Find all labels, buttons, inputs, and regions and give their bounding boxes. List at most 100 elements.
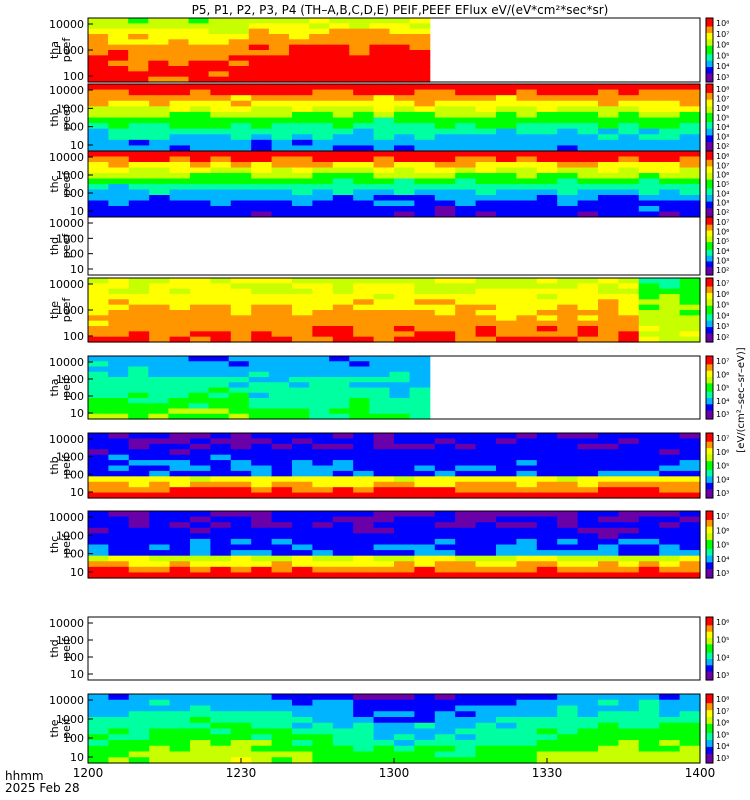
heatmap-cell: [516, 705, 538, 712]
heatmap-cell: [312, 481, 334, 488]
heatmap-cell: [679, 304, 701, 311]
heatmap-cell: [598, 481, 619, 488]
heatmap-cell: [128, 443, 150, 450]
heatmap-cell: [598, 206, 619, 213]
heatmap-cell: [353, 95, 375, 102]
heatmap-cell: [353, 178, 375, 185]
heatmap-cell: [679, 533, 701, 540]
heatmap-cell: [475, 555, 497, 562]
colorbar-step: [706, 162, 713, 165]
heatmap-cell: [329, 55, 350, 62]
colorbar-step: [706, 562, 713, 566]
heatmap-cell: [496, 449, 517, 456]
heatmap-cell: [638, 433, 660, 440]
heatmap-cell: [516, 162, 538, 169]
heatmap-cell: [149, 299, 171, 306]
heatmap-cell: [394, 211, 415, 218]
heatmap-cell: [598, 111, 619, 119]
heatmap-cell: [475, 283, 497, 290]
heatmap-cell: [455, 481, 477, 488]
heatmap-cell: [251, 331, 273, 338]
heatmap-cell: [353, 460, 375, 467]
heatmap-cell: [289, 387, 310, 394]
heatmap-cell: [369, 403, 391, 410]
heatmap-cell: [108, 111, 130, 119]
colorbar-step: [706, 441, 713, 445]
heatmap-cell: [332, 454, 354, 461]
heatmap-cell: [230, 315, 252, 322]
heatmap-cell: [230, 438, 252, 445]
heatmap-cell: [475, 184, 497, 191]
heatmap-cell: [409, 60, 431, 67]
heatmap-cell: [128, 527, 150, 534]
heatmap-cell: [312, 711, 334, 718]
heatmap-cell: [230, 544, 252, 551]
heatmap-cell: [312, 310, 334, 316]
colorbar-tick-label: 10⁵: [716, 384, 729, 393]
heatmap-cell: [434, 123, 456, 130]
heatmap-cell: [557, 123, 579, 130]
heatmap-cell: [108, 139, 130, 147]
heatmap-cell: [230, 476, 252, 483]
heatmap-cell: [516, 310, 538, 316]
panel-label-line: thb: [48, 456, 61, 474]
heatmap-cell: [496, 566, 517, 574]
heatmap-cell: [455, 184, 477, 191]
colorbar-step: [706, 646, 713, 650]
heatmap-cell: [536, 139, 558, 147]
heatmap-cell: [108, 561, 130, 568]
heatmap-cell: [516, 167, 538, 174]
heatmap-cell: [577, 206, 599, 213]
heatmap-cell: [268, 23, 290, 30]
heatmap-cell: [292, 460, 313, 467]
heatmap-cell: [496, 734, 517, 741]
heatmap-cell: [108, 544, 130, 551]
heatmap-cell: [128, 454, 150, 461]
heatmap-cell: [577, 550, 599, 557]
heatmap-cell: [289, 361, 310, 368]
heatmap-cell: [128, 326, 150, 332]
heatmap-cell: [108, 403, 129, 410]
heatmap-cell: [434, 740, 456, 747]
colorbar-step: [706, 77, 713, 81]
heatmap-cell: [312, 178, 334, 185]
colorbar-step: [706, 571, 713, 575]
heatmap-cell: [128, 561, 150, 568]
heatmap-cell: [251, 100, 273, 107]
heatmap-cell: [516, 711, 538, 718]
heatmap-cell: [312, 699, 334, 707]
heatmap-cell: [88, 454, 109, 461]
heatmap-cell: [312, 320, 334, 327]
heatmap-cell: [373, 745, 395, 753]
heatmap-cell: [577, 717, 599, 724]
heatmap-cell: [188, 39, 210, 46]
heatmap-cell: [496, 527, 517, 534]
heatmap-cell: [148, 28, 169, 35]
heatmap-cell: [679, 470, 701, 477]
heatmap-cell: [536, 167, 558, 174]
heatmap-cell: [251, 156, 273, 163]
heatmap-cell: [475, 320, 497, 327]
heatmap-cell: [148, 39, 169, 46]
heatmap-cell: [414, 555, 436, 562]
heatmap-cell: [598, 751, 619, 758]
heatmap-cell: [332, 561, 354, 568]
colorbar-step: [706, 210, 713, 214]
heatmap-cell: [598, 470, 619, 477]
heatmap-cell: [332, 740, 354, 747]
panel-label: thc peif: [48, 533, 73, 555]
heatmap-cell: [618, 522, 640, 529]
colorbar-step: [706, 513, 713, 517]
heatmap-cell: [210, 195, 232, 202]
heatmap-cell: [292, 310, 313, 316]
colorbar-step: [706, 240, 713, 243]
heatmap-cell: [557, 167, 579, 174]
colorbar-step: [706, 52, 713, 55]
heatmap-cell: [190, 189, 211, 196]
heatmap-cell: [251, 538, 273, 546]
heatmap-cell: [598, 538, 619, 546]
heatmap-cell: [108, 66, 129, 72]
heatmap-cell: [598, 278, 619, 284]
heatmap-cell: [210, 211, 232, 218]
heatmap-cell: [169, 433, 191, 440]
